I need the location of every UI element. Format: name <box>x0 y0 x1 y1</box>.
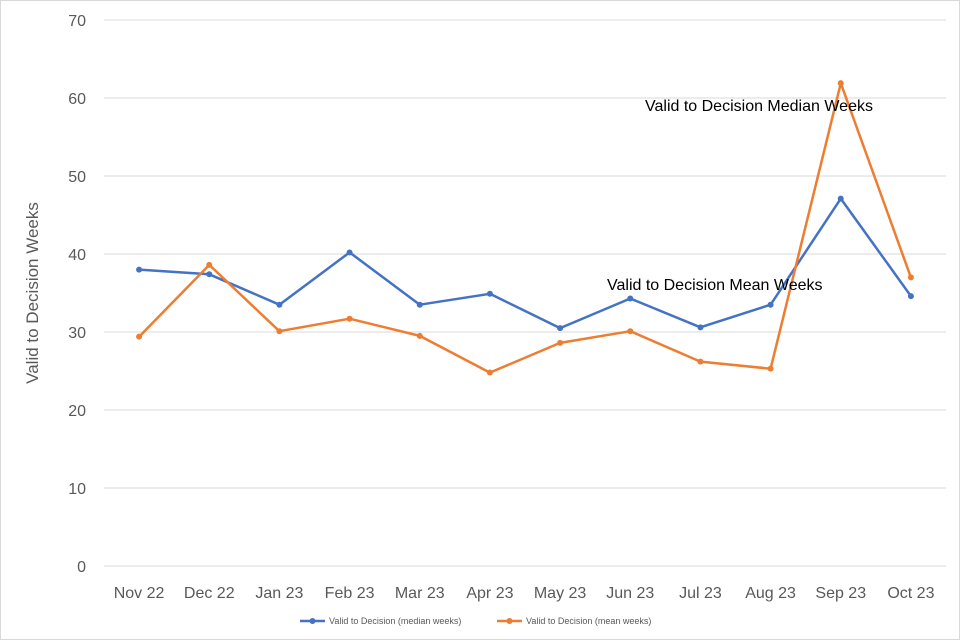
x-tick-label: Oct 23 <box>887 585 934 602</box>
data-point-1-8 <box>697 358 704 365</box>
legend-label-median: Valid to Decision (median weeks) <box>329 616 461 626</box>
data-point-0-11 <box>907 293 914 300</box>
x-tick-label: Dec 22 <box>184 585 235 602</box>
y-tick-label: 10 <box>68 481 86 498</box>
data-point-1-11 <box>907 274 914 281</box>
data-point-0-10 <box>837 195 844 202</box>
x-tick-label: Nov 22 <box>114 585 165 602</box>
y-tick-label: 0 <box>77 559 86 576</box>
data-point-0-1 <box>206 271 213 278</box>
data-point-1-7 <box>627 328 634 335</box>
data-point-1-6 <box>557 339 564 346</box>
x-tick-label: May 23 <box>534 585 587 602</box>
y-tick-label: 40 <box>68 247 86 264</box>
series-line-1 <box>137 81 913 374</box>
y-axis-label: Valid to Decision Weeks <box>23 202 42 384</box>
x-tick-label: Apr 23 <box>466 585 513 602</box>
series-points <box>136 80 914 376</box>
x-tick-label: Feb 23 <box>325 585 375 602</box>
legend-marker-mean <box>506 618 513 624</box>
data-point-0-4 <box>416 301 423 308</box>
x-tick-label: Mar 23 <box>395 585 445 602</box>
y-tick-label: 50 <box>68 169 86 186</box>
data-point-1-5 <box>486 369 493 376</box>
data-point-1-2 <box>276 328 283 335</box>
data-point-0-3 <box>346 249 353 256</box>
data-point-1-1 <box>206 261 213 268</box>
annotation-median: Valid to Decision Median Weeks <box>645 98 873 115</box>
data-point-0-0 <box>136 266 143 273</box>
data-point-1-9 <box>767 365 774 372</box>
data-point-0-2 <box>276 301 283 308</box>
data-point-0-7 <box>627 295 634 302</box>
legend: Valid to Decision (median weeks) Valid t… <box>300 616 651 626</box>
annotation-mean: Valid to Decision Mean Weeks <box>607 277 823 294</box>
x-tick-label: Sep 23 <box>815 585 866 602</box>
data-point-1-10 <box>837 80 844 87</box>
data-point-1-0 <box>136 333 143 340</box>
x-tick-label: Jan 23 <box>255 585 303 602</box>
legend-marker-median <box>309 618 316 624</box>
x-tick-label: Jul 23 <box>679 585 722 602</box>
series-line-0 <box>137 197 913 330</box>
y-tick-label: 60 <box>68 91 86 108</box>
y-axis-ticks: 0 10 20 30 40 50 60 70 <box>68 13 86 576</box>
y-tick-label: 70 <box>68 13 86 30</box>
data-point-0-5 <box>486 290 493 297</box>
series-lines <box>137 81 913 374</box>
data-point-0-9 <box>767 301 774 308</box>
data-point-0-6 <box>557 325 564 332</box>
legend-label-mean: Valid to Decision (mean weeks) <box>526 616 651 626</box>
gridlines <box>104 19 946 567</box>
legend-item-mean: Valid to Decision (mean weeks) <box>497 616 651 626</box>
y-tick-label: 30 <box>68 325 86 342</box>
x-tick-label: Aug 23 <box>745 585 796 602</box>
x-tick-label: Jun 23 <box>606 585 654 602</box>
data-point-1-4 <box>416 332 423 339</box>
data-point-0-8 <box>697 324 704 331</box>
x-axis-ticks: Nov 22 Dec 22 Jan 23 Feb 23 Mar 23 Apr 23 May … <box>114 585 935 602</box>
legend-item-median: Valid to Decision (median weeks) <box>300 616 461 626</box>
data-point-1-3 <box>346 315 353 322</box>
y-tick-label: 20 <box>68 403 86 420</box>
